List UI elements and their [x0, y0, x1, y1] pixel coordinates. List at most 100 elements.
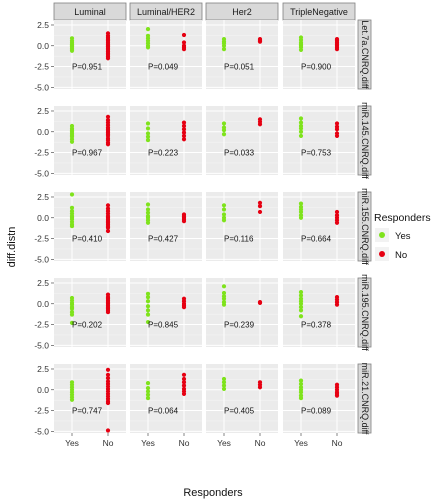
panel-mir-155-cnrq-diff-luminal: P=0.410 [54, 192, 126, 261]
panel-mir-21-cnrq-diff-luminal: P=0.747 [54, 364, 126, 433]
p-value-label: P=0.900 [301, 63, 332, 72]
legend: Responders Yes No [374, 212, 431, 261]
data-point-yes [298, 395, 304, 401]
data-point-no [105, 428, 111, 433]
data-point-yes [145, 137, 151, 143]
data-point-yes [221, 386, 227, 392]
panel-mir-195-cnrq-diff-luminal-her2: P=0.845 [130, 278, 202, 347]
data-point-yes [298, 381, 304, 387]
panel-mir-21-cnrq-diff-triplenegative: P=0.089 [283, 364, 355, 433]
data-point-yes [145, 386, 151, 391]
data-point-no [105, 376, 111, 381]
legend-swatch-no [379, 251, 385, 257]
panel-background [206, 192, 278, 261]
p-value-label: P=0.051 [224, 63, 255, 72]
data-point-no [105, 225, 111, 230]
panel-mir-155-cnrq-diff-luminal-her2: P=0.427 [130, 192, 202, 261]
data-point-yes [221, 296, 227, 301]
data-point-no [257, 209, 263, 215]
p-value-label: P=0.116 [224, 235, 254, 244]
y-tick-label: -5.0 [34, 426, 49, 436]
panel-mir-195-cnrq-diff-her2: P=0.239 [206, 278, 278, 347]
panel-background [206, 20, 278, 89]
y-tick-label: 0.0 [37, 127, 49, 137]
panel-let-7a-cnrq-diff-luminal: P=0.951 [54, 20, 126, 89]
data-point-yes [221, 46, 227, 52]
y-tick-label: -5.0 [34, 82, 49, 92]
row-strip-bg [357, 277, 372, 348]
panel-let-7a-cnrq-diff-luminal-her2: P=0.049 [130, 20, 202, 89]
row-strip-let-7a-cnrq-diff: Let.7a.CNRQ.diff [357, 19, 372, 90]
x-tick-label: Yes [217, 438, 231, 448]
data-point-no [181, 391, 187, 397]
data-point-yes [145, 220, 151, 225]
legend-swatch-yes [379, 232, 385, 238]
column-strip-label: Her2 [232, 7, 252, 17]
data-point-yes [298, 301, 304, 306]
data-point-yes [298, 129, 304, 134]
panel-mir-145-cnrq-diff-triplenegative: P=0.753 [283, 106, 355, 175]
panel-background [130, 192, 202, 261]
data-point-no [334, 302, 340, 307]
data-point-no [257, 204, 263, 209]
x-axis-title: Responders [183, 487, 243, 499]
data-point-yes [145, 27, 151, 32]
data-point-no [257, 200, 263, 205]
p-value-label: P=0.033 [224, 149, 255, 158]
data-point-yes [145, 134, 151, 139]
data-point-no [181, 127, 187, 132]
row-strip-mir-21-cnrq-diff: miR.21.CNRQ.diff [357, 363, 372, 435]
row-strip-mir-155-cnrq-diff: miR.155.CNRQ.diff [357, 188, 372, 265]
data-point-no [181, 376, 187, 382]
x-tick-label: Yes [141, 438, 155, 448]
panel-mir-145-cnrq-diff-luminal-her2: P=0.223 [130, 106, 202, 175]
data-point-no [257, 300, 263, 306]
data-point-no [105, 142, 111, 147]
data-point-no [181, 383, 187, 388]
data-point-yes [69, 312, 75, 317]
data-point-no [181, 133, 187, 139]
p-value-label: P=0.223 [148, 149, 179, 158]
y-tick-label: -5.0 [34, 340, 49, 350]
panel-background [283, 278, 355, 347]
data-point-no [181, 46, 187, 52]
data-point-yes [298, 304, 304, 310]
data-point-no [181, 137, 187, 142]
data-point-yes [221, 284, 227, 289]
p-value-label: P=0.747 [72, 407, 103, 416]
y-tick-label: -2.5 [34, 406, 49, 416]
data-point-yes [145, 291, 151, 296]
data-point-yes [221, 218, 227, 223]
data-point-yes [221, 207, 227, 212]
data-point-yes [221, 203, 227, 208]
column-strip-luminal-her2: Luminal/HER2 [129, 2, 203, 21]
data-point-no [105, 56, 111, 61]
data-point-no [181, 130, 187, 135]
p-value-label: P=0.410 [72, 235, 103, 244]
data-point-yes [69, 192, 75, 197]
panel-background [54, 192, 126, 261]
data-point-yes [298, 378, 304, 383]
data-point-yes [298, 314, 304, 319]
data-point-yes [145, 299, 151, 304]
row-strip-bg [357, 105, 372, 176]
p-value-label: P=0.049 [148, 63, 179, 72]
data-point-yes [221, 383, 227, 388]
data-point-no [334, 46, 340, 52]
row-strip-bg [357, 191, 372, 262]
panel-background [206, 106, 278, 175]
data-point-yes [145, 126, 151, 131]
data-point-yes [145, 312, 151, 317]
y-tick-label: 0.0 [37, 385, 49, 395]
data-point-yes [69, 223, 75, 229]
data-point-yes [298, 290, 304, 295]
y-tick-label: -5.0 [34, 254, 49, 264]
data-point-no [105, 309, 111, 315]
data-point-yes [145, 121, 151, 126]
data-point-yes [298, 120, 304, 125]
facet-grid: Luminal Luminal/HER2 Her2 TripleNegative Let… [34, 2, 372, 448]
data-point-no [181, 32, 187, 38]
row-strip-mir-195-cnrq-diff: miR.195.CNRQ.diff [357, 274, 372, 351]
data-point-yes [145, 392, 151, 397]
